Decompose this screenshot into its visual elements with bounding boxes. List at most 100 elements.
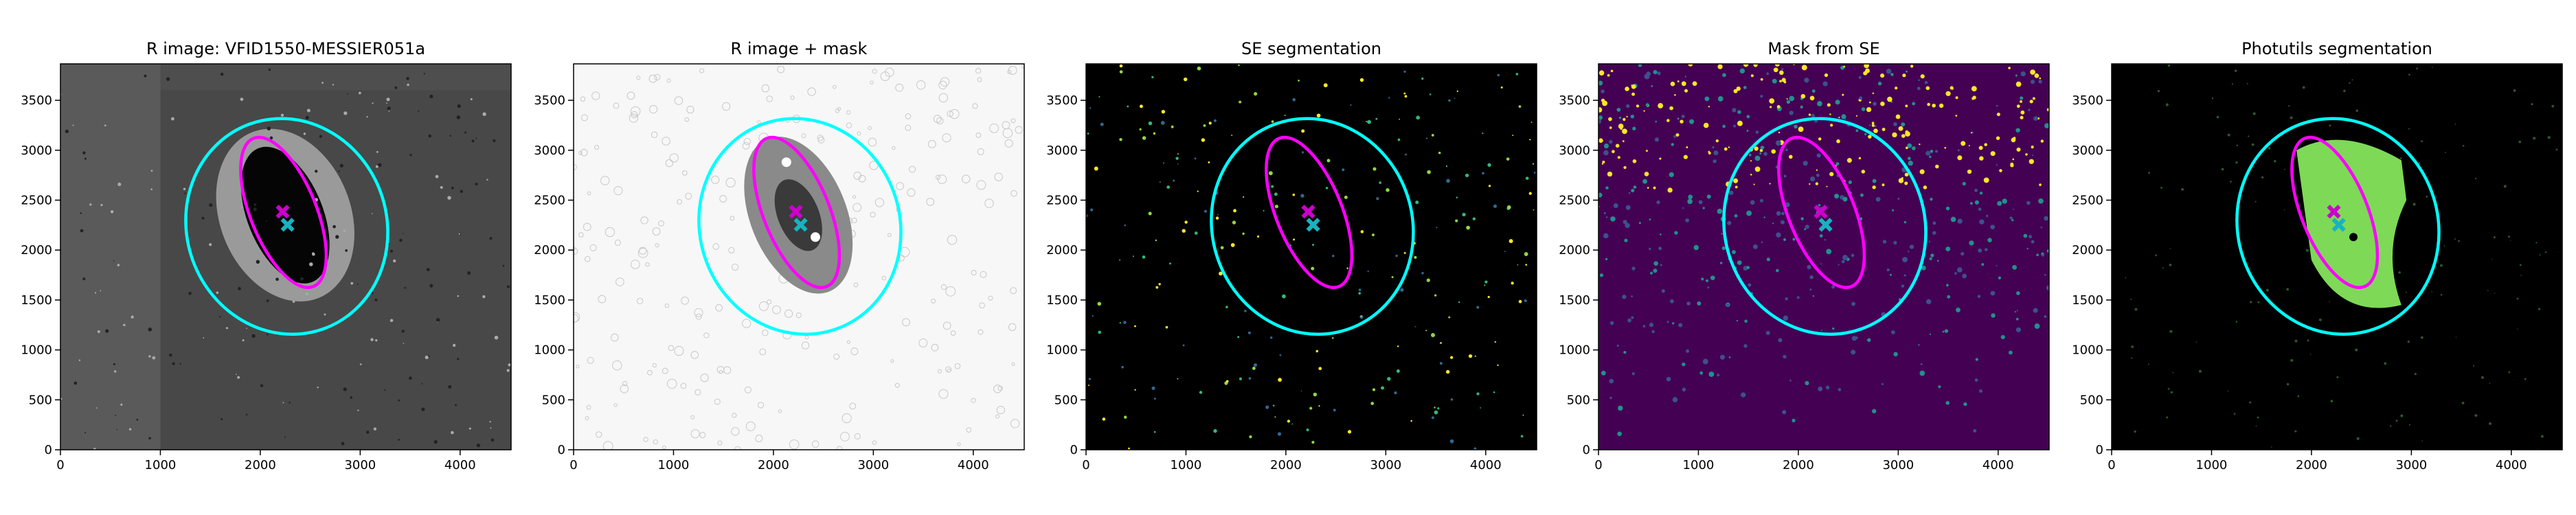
y-tick-label: 2500	[1559, 193, 1590, 207]
mask-contour	[909, 165, 916, 173]
star	[269, 136, 273, 140]
mask-blob	[1681, 115, 1685, 118]
segment	[2493, 236, 2496, 239]
star	[236, 374, 237, 375]
segment	[2418, 161, 2421, 164]
mask-blob	[1825, 385, 1830, 390]
mask-contour	[640, 216, 648, 225]
mask-contour	[767, 299, 772, 305]
mask-contour	[801, 133, 806, 139]
segment	[1360, 315, 1362, 317]
aperture-ellipse	[2290, 135, 2380, 289]
x-tick-label: 4000	[444, 458, 476, 472]
mask-blob	[1622, 128, 1627, 135]
mask-blob	[1686, 146, 1688, 148]
mask-blob	[1968, 145, 1970, 147]
mask-blob	[1776, 211, 1781, 216]
segment	[1472, 217, 1476, 220]
y-tick-label: 3500	[1046, 93, 1078, 108]
mask-contour	[610, 333, 619, 342]
aperture-ellipse	[1722, 117, 1928, 336]
segment	[1153, 132, 1156, 135]
mask-blob	[1969, 240, 1974, 246]
mask-blob	[1631, 92, 1636, 96]
mask-blob	[1835, 100, 1840, 105]
mask-blob	[1796, 296, 1800, 299]
mask-blob	[1686, 349, 1690, 353]
mask-blob	[1667, 187, 1673, 193]
mask-blob	[1869, 124, 1871, 126]
segment	[2443, 245, 2445, 247]
x-tick-label: 2000	[1783, 458, 1814, 472]
mask-blob	[1838, 264, 1840, 266]
mask-blob	[1633, 185, 1637, 189]
mask-blob	[2039, 77, 2042, 80]
segment	[1482, 172, 1484, 175]
star	[402, 233, 404, 234]
mask-contour	[1015, 126, 1023, 134]
segment	[1217, 214, 1219, 216]
mask-contour	[778, 409, 782, 413]
star	[374, 298, 378, 301]
mask-blob	[1608, 117, 1612, 122]
mask-blob	[1902, 257, 1908, 263]
star	[94, 292, 97, 294]
mask-blob	[1957, 149, 1960, 152]
segment	[1151, 386, 1155, 390]
mask-contour	[666, 378, 677, 389]
mask-contour	[732, 413, 737, 418]
mask-blob	[1649, 323, 1654, 328]
segment	[1466, 225, 1471, 230]
star	[508, 363, 511, 367]
segment	[1381, 386, 1385, 390]
mask-blob	[1748, 153, 1752, 157]
mask-blob	[2023, 233, 2028, 238]
mask-blob	[1774, 64, 1780, 67]
mask-blob	[1961, 252, 1965, 256]
aperture-ellipse	[697, 117, 903, 336]
segment	[1100, 122, 1104, 126]
mask-blob	[1785, 148, 1788, 152]
mask-blob	[1642, 325, 1646, 328]
segment	[2160, 186, 2162, 189]
mask-blob	[1892, 132, 1897, 138]
segment	[1439, 362, 1443, 365]
mask-blob	[1761, 241, 1763, 243]
mask-blob	[1872, 185, 1876, 190]
mask-blob	[1844, 118, 1846, 120]
mask-blob	[1765, 330, 1770, 335]
segment	[1500, 86, 1503, 89]
mask-blob	[1810, 176, 1816, 182]
star	[317, 387, 319, 389]
segment	[2349, 82, 2351, 84]
mask-contour	[615, 277, 624, 286]
mask-blob	[1990, 225, 1996, 230]
mask-blob	[1754, 155, 1761, 161]
x-tick-label: 4000	[958, 458, 989, 472]
mask-contour	[872, 440, 877, 445]
y-tick-label: 500	[1054, 393, 1078, 407]
mask-contour	[755, 435, 763, 442]
star	[458, 233, 461, 235]
segment	[2290, 116, 2293, 119]
segment	[1473, 447, 1477, 450]
segment	[1289, 244, 1292, 247]
mask-blob	[1733, 124, 1737, 128]
segment	[1476, 392, 1480, 396]
segment	[2440, 293, 2443, 296]
mask-blob	[1947, 295, 1951, 299]
segment	[1208, 161, 1210, 163]
star	[105, 329, 109, 333]
star	[457, 295, 460, 297]
mask-blob	[1743, 344, 1748, 348]
segment	[1403, 92, 1406, 95]
mask-blob	[2038, 80, 2042, 84]
segment	[1171, 125, 1174, 128]
mask-contour	[938, 80, 947, 90]
mask-blob	[1781, 211, 1785, 216]
mask-blob	[2032, 97, 2035, 100]
segment	[2246, 82, 2248, 84]
mask-blob	[1674, 93, 1676, 96]
star	[324, 313, 326, 316]
mask-blob	[2020, 96, 2024, 100]
